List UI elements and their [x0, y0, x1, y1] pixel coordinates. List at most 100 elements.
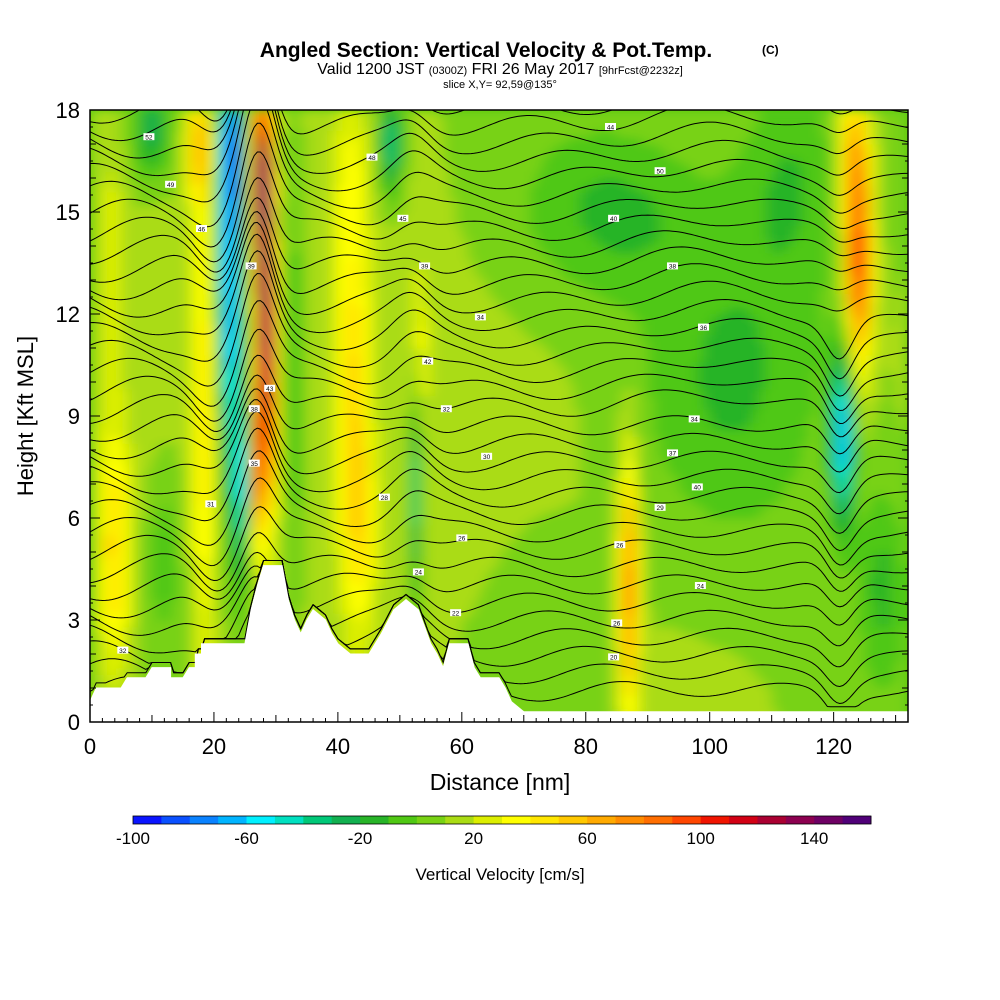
velocity-cell [207, 375, 215, 383]
velocity-cell [350, 171, 358, 179]
velocity-cell [145, 123, 153, 131]
velocity-cell [288, 361, 296, 369]
velocity-cell [164, 307, 172, 315]
velocity-cell [145, 477, 153, 485]
velocity-cell [90, 402, 97, 410]
velocity-cell [313, 184, 320, 193]
velocity-cell [275, 375, 283, 383]
velocity-cell [412, 477, 420, 485]
velocity-cell [164, 300, 172, 308]
velocity-cell [251, 416, 258, 424]
velocity-cell [356, 375, 364, 383]
velocity-cell [300, 191, 308, 199]
velocity-cell [362, 429, 370, 437]
velocity-cell [294, 463, 302, 471]
velocity-cell [189, 484, 196, 492]
velocity-cell [108, 164, 116, 172]
velocity-cell [114, 273, 122, 281]
velocity-cell [344, 531, 351, 539]
velocity-cell [189, 654, 196, 662]
velocity-cell [102, 490, 110, 499]
velocity-cell [176, 518, 184, 526]
velocity-cell [145, 307, 153, 315]
velocity-cell [313, 348, 320, 356]
velocity-cell [362, 150, 370, 159]
velocity-cell [282, 504, 289, 512]
velocity-cell [257, 511, 265, 519]
subtitle-date: FRI 26 May 2017 [472, 61, 595, 78]
velocity-cell [102, 497, 110, 505]
velocity-cell [375, 144, 382, 152]
velocity-cell [158, 416, 165, 424]
velocity-cell [275, 144, 283, 152]
velocity-cell [424, 252, 432, 261]
velocity-cell [282, 402, 289, 410]
velocity-cell [325, 422, 333, 431]
velocity-cell [213, 586, 221, 594]
velocity-cell [120, 266, 128, 274]
velocity-cell [257, 443, 265, 451]
velocity-cell [232, 225, 240, 233]
velocity-cell [356, 606, 364, 614]
velocity-cell [145, 640, 153, 648]
velocity-cell [158, 164, 165, 172]
velocity-cell [306, 599, 314, 607]
velocity-cell [213, 178, 221, 186]
velocity-cell [375, 524, 382, 533]
velocity-cell [331, 354, 339, 363]
velocity-cell [381, 150, 389, 159]
velocity-cell [151, 524, 159, 533]
velocity-cell [220, 382, 227, 390]
velocity-cell [294, 538, 302, 546]
velocity-cell [387, 552, 395, 560]
velocity-cell [108, 470, 116, 478]
velocity-cell [269, 144, 277, 152]
velocity-cell [393, 334, 401, 342]
velocity-cell [176, 164, 184, 172]
velocity-cell [170, 314, 178, 322]
velocity-cell [282, 266, 289, 274]
velocity-cell [151, 246, 159, 254]
velocity-cell [220, 280, 227, 288]
velocity-cell [201, 327, 209, 335]
velocity-cell [306, 443, 314, 451]
velocity-cell [418, 327, 426, 335]
velocity-cell [96, 429, 103, 437]
velocity-cell [306, 477, 314, 485]
velocity-cell [232, 633, 240, 641]
velocity-cell [189, 198, 196, 206]
velocity-cell [375, 348, 382, 356]
velocity-cell [170, 436, 178, 444]
velocity-cell [418, 490, 426, 499]
velocity-cell [102, 463, 110, 471]
velocity-cell [195, 341, 203, 349]
velocity-cell [337, 259, 345, 267]
velocity-cell [176, 150, 184, 159]
velocity-cell [406, 436, 413, 444]
velocity-cell [96, 463, 103, 471]
velocity-cell [300, 293, 308, 301]
velocity-cell [145, 334, 153, 342]
velocity-cell [238, 259, 246, 267]
velocity-cell [90, 314, 97, 322]
velocity-cell [294, 436, 302, 444]
velocity-cell [176, 327, 184, 335]
velocity-cell [294, 586, 302, 594]
velocity-cell [195, 633, 203, 641]
velocity-cell [331, 518, 339, 526]
velocity-cell [114, 320, 122, 329]
velocity-cell [145, 341, 153, 349]
velocity-cell [387, 395, 395, 403]
velocity-cell [313, 314, 320, 322]
velocity-cell [164, 545, 172, 553]
velocity-cell [306, 246, 314, 254]
velocity-cell [350, 361, 358, 369]
velocity-cell [151, 341, 159, 349]
velocity-cell [102, 626, 110, 635]
velocity-cell [114, 633, 122, 641]
velocity-cell [362, 123, 370, 131]
velocity-cell [127, 422, 134, 431]
velocity-cell [319, 212, 327, 220]
velocity-cell [269, 178, 277, 186]
